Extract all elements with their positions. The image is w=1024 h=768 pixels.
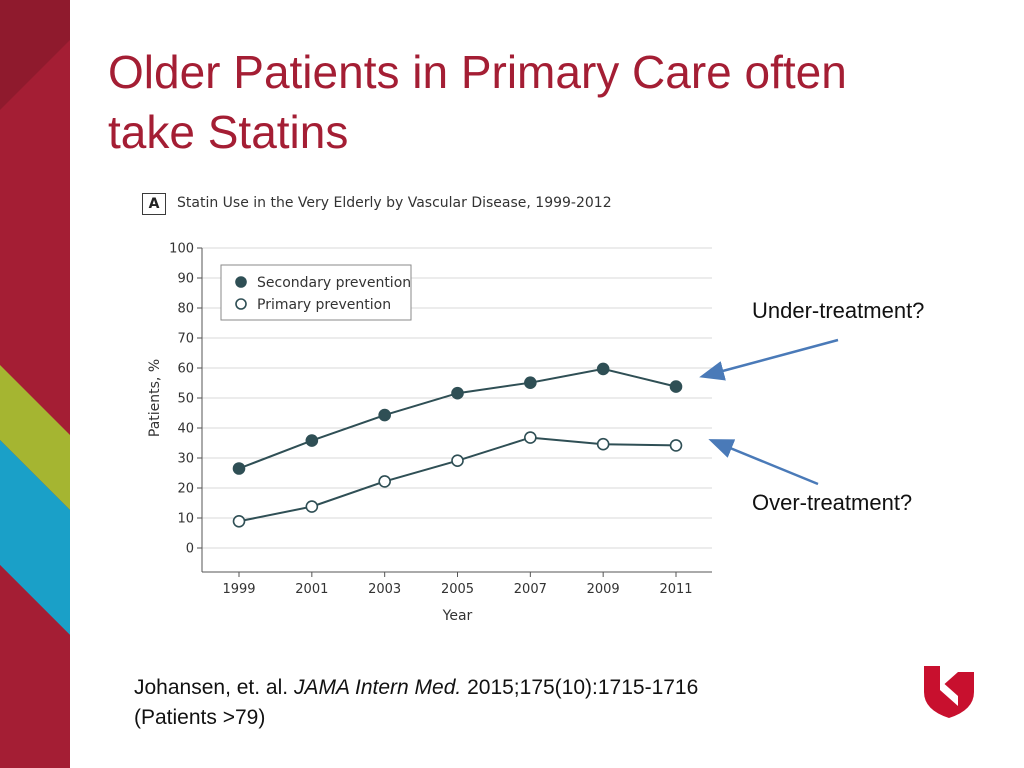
citation-authors: Johansen, et. al.: [134, 676, 289, 699]
data-point-series-1-2011: [669, 380, 683, 393]
statin-line-chart: 0 10 20 30 40 50 60 70 80 90 100 1999 2001 2003 2005 20…: [147, 242, 712, 624]
y-tick-label: 100: [169, 242, 194, 257]
y-tick-label: 20: [177, 482, 194, 497]
data-point-series-2-2011: [669, 439, 683, 452]
y-tick-label: 30: [177, 452, 194, 467]
panel-letter: A: [142, 193, 166, 215]
data-point-series-2-2005: [451, 454, 464, 467]
series-line-2: [238, 436, 677, 523]
citation-note: (Patients >79): [134, 706, 266, 729]
legend-label-2: Primary prevention: [257, 297, 391, 313]
data-point-series-1-2005: [451, 386, 464, 400]
data-point-series-2-2009: [596, 437, 610, 451]
axes: 0 10 20 30 40 50 60 70 80 90 100 1999 2001 2003 2005 20…: [169, 242, 712, 597]
y-tick-label: 40: [177, 422, 194, 437]
y-tick-label: 50: [177, 392, 194, 407]
citation-journal: JAMA Intern Med.: [293, 676, 462, 699]
legend: Secondary prevention Primary prevention: [220, 264, 412, 321]
y-tick-label: 0: [186, 542, 194, 557]
y-axis-label: Patients, %: [147, 359, 163, 437]
legend-box: [220, 264, 412, 321]
data-point-series-2-1999: [232, 514, 246, 528]
university-logo-icon: [924, 666, 974, 718]
data-point-series-2-2003: [378, 475, 391, 488]
data-point-series-1-2007: [524, 376, 537, 389]
slide-title: Older Patients in Primary Care often tak…: [108, 42, 968, 162]
series-line-1: [238, 367, 677, 470]
slide-side-decoration: [0, 0, 75, 768]
data-point-series-1-1999: [232, 462, 246, 475]
legend-marker-2: [235, 298, 247, 310]
x-axis-label: Year: [442, 608, 473, 624]
over-treatment-callout: Over-treatment?: [752, 490, 913, 515]
data-point-series-1-2001: [305, 434, 319, 447]
y-tick-label: 90: [177, 272, 194, 287]
x-tick-label: 2001: [295, 582, 328, 597]
data-point-series-2-2007: [524, 431, 537, 444]
x-tick-label: 2005: [441, 582, 474, 597]
x-tick-label: 2003: [368, 582, 401, 597]
y-tick-label: 70: [177, 332, 194, 347]
citation-reference: 2015;175(10):1715-1716: [467, 676, 699, 699]
data-point-series-1-2003: [378, 408, 391, 422]
x-tick-label: 2007: [514, 582, 547, 597]
slide-title-line-2: take Statins: [108, 106, 349, 158]
y-tick-label: 10: [177, 512, 194, 527]
x-tick-label: 1999: [222, 582, 255, 597]
legend-marker-1: [235, 276, 247, 288]
slide-title-line-1: Older Patients in Primary Care often: [108, 46, 847, 98]
chart-title: Statin Use in the Very Elderly by Vascul…: [177, 195, 612, 211]
data-point-series-1-2009: [596, 362, 610, 376]
citation-line-1: Johansen, et. al. JAMA Intern Med. 2015;…: [134, 673, 698, 703]
x-tick-label: 2011: [659, 582, 692, 597]
x-tick-label: 2009: [587, 582, 620, 597]
under-treatment-callout: Under-treatment?: [752, 298, 925, 323]
citation: Johansen, et. al. JAMA Intern Med. 2015;…: [134, 673, 698, 733]
legend-label-1: Secondary prevention: [257, 275, 411, 291]
y-tick-label: 60: [177, 362, 194, 377]
data-point-series-2-2001: [305, 500, 319, 513]
series-points: [232, 362, 683, 528]
y-tick-label: 80: [177, 302, 194, 317]
